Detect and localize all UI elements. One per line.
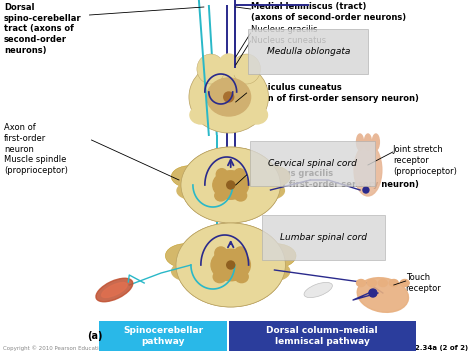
Text: Fasciculus gracilis
(axon of first-order sensory neuron): Fasciculus gracilis (axon of first-order…	[246, 169, 419, 189]
FancyBboxPatch shape	[100, 321, 227, 351]
Ellipse shape	[389, 279, 398, 286]
Ellipse shape	[235, 271, 248, 283]
Ellipse shape	[235, 190, 246, 201]
Ellipse shape	[357, 278, 409, 312]
Ellipse shape	[367, 279, 376, 286]
Ellipse shape	[235, 247, 246, 260]
Text: (a): (a)	[88, 331, 103, 341]
Ellipse shape	[172, 262, 204, 281]
Text: Cervical spinal cord: Cervical spinal cord	[268, 159, 357, 168]
Ellipse shape	[96, 278, 133, 302]
Ellipse shape	[233, 54, 261, 84]
Ellipse shape	[400, 279, 409, 286]
Ellipse shape	[363, 187, 369, 193]
Ellipse shape	[219, 54, 238, 76]
Ellipse shape	[181, 147, 281, 223]
Ellipse shape	[197, 54, 225, 84]
Ellipse shape	[215, 190, 227, 201]
Text: Nucleus gracilis
Nucleus cuneatus: Nucleus gracilis Nucleus cuneatus	[251, 25, 326, 45]
Text: Axon of
first-order
neuron
Muscle spindle
(proprioceptor): Axon of first-order neuron Muscle spindl…	[4, 123, 68, 175]
Ellipse shape	[215, 247, 227, 260]
Ellipse shape	[181, 147, 281, 223]
Ellipse shape	[356, 134, 364, 150]
Text: Dorsal
spino­cerebellar
tract (axons of
second-order
neurons): Dorsal spino­cerebellar tract (axons of …	[4, 3, 82, 55]
Text: Lumbar spinal cord: Lumbar spinal cord	[281, 233, 367, 242]
Ellipse shape	[171, 166, 209, 188]
Ellipse shape	[253, 166, 290, 188]
Text: Figure 12.34a (2 of 2): Figure 12.34a (2 of 2)	[382, 345, 468, 351]
Text: Spinocerebellar
pathway: Spinocerebellar pathway	[123, 326, 203, 346]
Ellipse shape	[216, 169, 227, 180]
Text: Joint stretch
receptor
(proprioceptor): Joint stretch receptor (proprioceptor)	[393, 145, 456, 175]
Ellipse shape	[207, 78, 251, 116]
Ellipse shape	[213, 171, 248, 199]
Ellipse shape	[255, 244, 296, 268]
Ellipse shape	[369, 289, 377, 297]
Ellipse shape	[190, 106, 212, 124]
Ellipse shape	[101, 283, 127, 297]
Ellipse shape	[176, 223, 285, 307]
Ellipse shape	[365, 134, 372, 150]
Ellipse shape	[234, 169, 245, 180]
Ellipse shape	[373, 134, 379, 150]
Ellipse shape	[177, 182, 207, 199]
Text: Medulla oblongata: Medulla oblongata	[266, 47, 350, 56]
Ellipse shape	[211, 249, 250, 281]
Ellipse shape	[224, 92, 234, 102]
Ellipse shape	[165, 244, 206, 268]
Ellipse shape	[356, 279, 365, 286]
Ellipse shape	[176, 223, 285, 307]
Ellipse shape	[378, 279, 387, 286]
Text: Medial lemniscus (tract)
(axons of second-order neurons): Medial lemniscus (tract) (axons of secon…	[251, 2, 406, 22]
Ellipse shape	[227, 261, 235, 269]
Ellipse shape	[246, 106, 267, 124]
Ellipse shape	[213, 271, 226, 283]
Text: Copyright © 2010 Pearson Education, Inc.: Copyright © 2010 Pearson Education, Inc.	[3, 345, 119, 351]
Text: Fasciculus cuneatus
(axon of first-order sensory neuron): Fasciculus cuneatus (axon of first-order…	[246, 83, 419, 103]
Ellipse shape	[304, 282, 332, 297]
Ellipse shape	[227, 181, 235, 189]
Text: Dorsal column–medial
lemniscal pathway: Dorsal column–medial lemniscal pathway	[266, 326, 378, 346]
Ellipse shape	[189, 61, 268, 133]
Ellipse shape	[255, 182, 284, 199]
FancyBboxPatch shape	[229, 321, 416, 351]
Text: Touch
receptor: Touch receptor	[406, 273, 441, 293]
Ellipse shape	[354, 144, 382, 196]
Ellipse shape	[257, 262, 290, 281]
